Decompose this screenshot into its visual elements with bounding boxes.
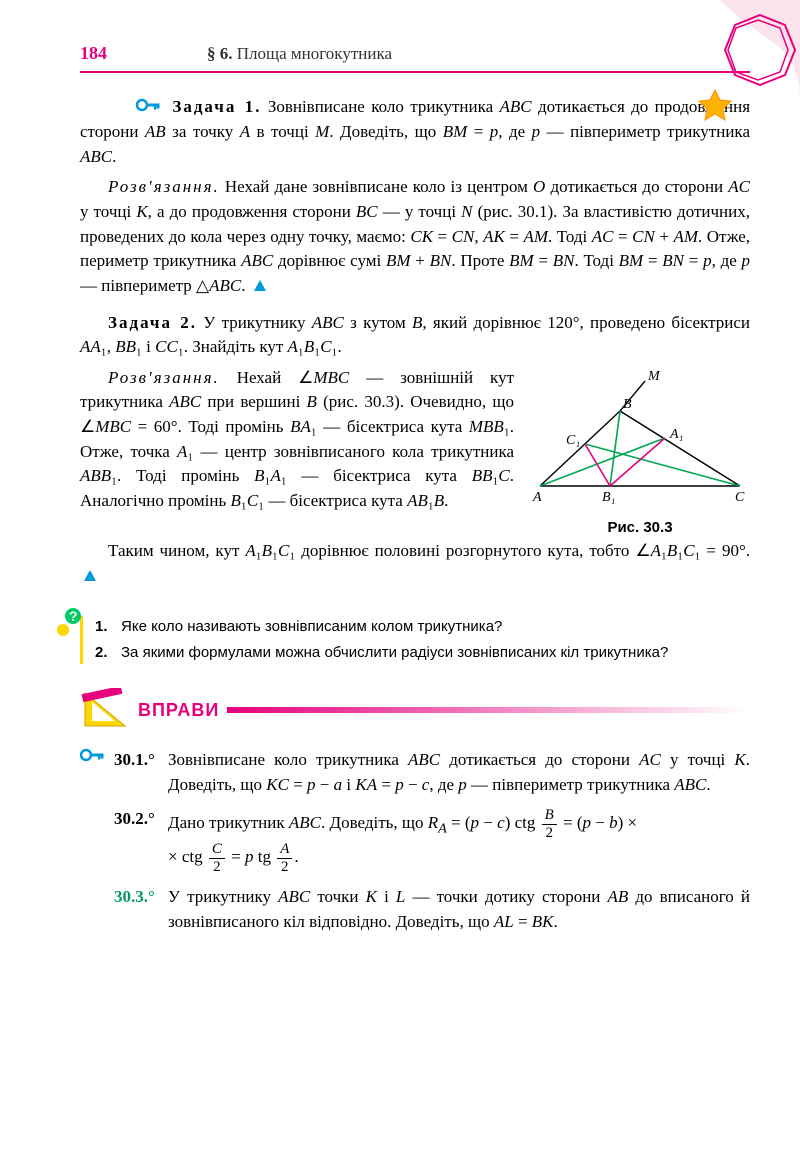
page-header: 184 § 6. Площа многокутника bbox=[80, 40, 750, 67]
figure-30-3: M B A₁ C₁ A B₁ C Рис. 30.3 bbox=[530, 366, 750, 539]
svg-text:B₁: B₁ bbox=[602, 490, 615, 505]
key-icon bbox=[108, 95, 160, 120]
problem-2-solution-p2: Таким чином, кут A₁B₁C₁ дорівнює половин… bbox=[80, 539, 750, 588]
key-icon bbox=[80, 748, 106, 797]
svg-text:?: ? bbox=[69, 608, 78, 624]
problem-1-solution: Розв'язання. Нехай дане зовнівписане кол… bbox=[80, 175, 750, 298]
problem-2-solution-p1: Розв'язання. Нехай ∠MBC — зовнішній кут … bbox=[80, 366, 514, 514]
svg-text:C₁: C₁ bbox=[566, 433, 580, 448]
problem-2: Задача 2. У трикутнику ABC з кутом B, як… bbox=[80, 311, 750, 360]
exercise-number: 30.1.° bbox=[114, 748, 160, 797]
problem-2-solution-block: Розв'язання. Нехай ∠MBC — зовнішній кут … bbox=[80, 366, 750, 539]
exercise-body: Дано трикутник ABC. Доведіть, що RA = (p… bbox=[168, 807, 750, 875]
figure-caption: Рис. 30.3 bbox=[530, 517, 750, 539]
section-title: § 6. Площа многокутника bbox=[207, 42, 392, 67]
question-1: 1. Яке коло називають зовнівписаним коло… bbox=[95, 616, 750, 638]
question-2: 2. За якими формулами можна обчислити ра… bbox=[95, 642, 750, 664]
svg-text:M: M bbox=[647, 369, 661, 384]
exercise-number: 30.3.° bbox=[114, 885, 160, 934]
problem-2-label: Задача 2. bbox=[108, 313, 197, 332]
svg-text:B: B bbox=[623, 397, 632, 412]
triangle-diagram: M B A₁ C₁ A B₁ C bbox=[530, 366, 750, 506]
svg-text:A₁: A₁ bbox=[669, 427, 683, 442]
exercise-number: 30.2.° bbox=[114, 807, 160, 875]
problem-1-label: Задача 1. bbox=[172, 97, 261, 116]
corner-decoration bbox=[670, 0, 800, 130]
content-body: Задача 1. Зовнівписане коло трикутника A… bbox=[80, 95, 750, 935]
exercises-header: ВПРАВИ bbox=[80, 688, 750, 732]
solution-label: Розв'язання. bbox=[108, 177, 220, 196]
exercises-rule bbox=[227, 707, 750, 713]
svg-text:C: C bbox=[735, 490, 745, 505]
svg-text:A: A bbox=[532, 490, 542, 505]
end-marker bbox=[254, 280, 266, 291]
ruler-triangle-icon bbox=[80, 688, 130, 732]
question-icon: ? bbox=[55, 606, 83, 642]
page-number: 184 bbox=[80, 40, 107, 66]
exercises-title: ВПРАВИ bbox=[138, 697, 219, 723]
exercise-body: У трикутнику ABC точки K і L — точки дот… bbox=[168, 885, 750, 934]
end-marker bbox=[84, 570, 96, 581]
exercise-30-3: 30.3.° У трикутнику ABC точки K і L — то… bbox=[80, 885, 750, 934]
problem-1: Задача 1. Зовнівписане коло трикутника A… bbox=[80, 95, 750, 170]
header-rule bbox=[80, 71, 750, 73]
exercise-30-2: 30.2.° Дано трикутник ABC. Доведіть, що … bbox=[80, 807, 750, 875]
exercise-body: Зовнівписане коло трикутника ABC дотикає… bbox=[168, 748, 750, 797]
exercise-30-1: 30.1.° Зовнівписане коло трикутника ABC … bbox=[80, 748, 750, 797]
questions-block: ? 1. Яке коло називають зовнівписаним ко… bbox=[80, 616, 750, 664]
